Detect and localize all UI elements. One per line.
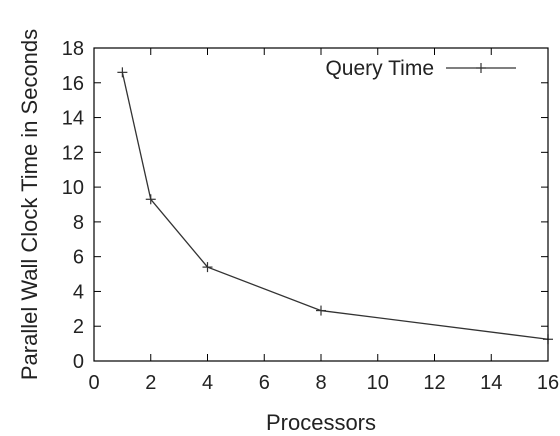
data-point-marker (202, 262, 213, 273)
y-tick-label: 8 (73, 212, 84, 234)
data-point-marker (145, 194, 156, 205)
x-tick-label: 6 (259, 372, 270, 394)
y-tick-label: 16 (62, 73, 84, 95)
x-axis-title: Processors (266, 410, 376, 435)
x-tick-label: 12 (423, 372, 445, 394)
plot-frame (93, 47, 549, 362)
x-tick-label: 0 (88, 372, 99, 394)
series-line-query-time (121, 72, 549, 340)
y-tick-label: 2 (73, 316, 84, 338)
y-tick-label: 12 (62, 142, 84, 164)
y-tick-label: 18 (62, 38, 84, 60)
x-tick-label: 16 (537, 372, 559, 394)
series-layer (117, 67, 553, 345)
data-point-marker (117, 67, 128, 78)
y-tick-label: 6 (73, 247, 84, 269)
axis-ticks: 0 2 4 6 8 10 12 14 16 0 2 4 6 8 10 12 14 16 18 (62, 38, 559, 394)
y-tick-label: 10 (62, 177, 84, 199)
x-tick-label: 2 (145, 372, 156, 394)
data-point-marker (316, 305, 326, 316)
x-tick-label: 4 (202, 372, 213, 394)
legend: Query Time (325, 57, 516, 80)
y-tick-label: 4 (73, 281, 84, 303)
x-tick-label: 8 (315, 372, 326, 394)
y-tick-label: 0 (73, 351, 84, 373)
x-tick-label: 14 (480, 372, 502, 394)
legend-label: Query Time (325, 57, 434, 80)
y-tick-label: 14 (62, 108, 84, 130)
y-axis-title: Parallel Wall Clock Time in Seconds (17, 29, 42, 380)
x-tick-label: 10 (367, 372, 389, 394)
